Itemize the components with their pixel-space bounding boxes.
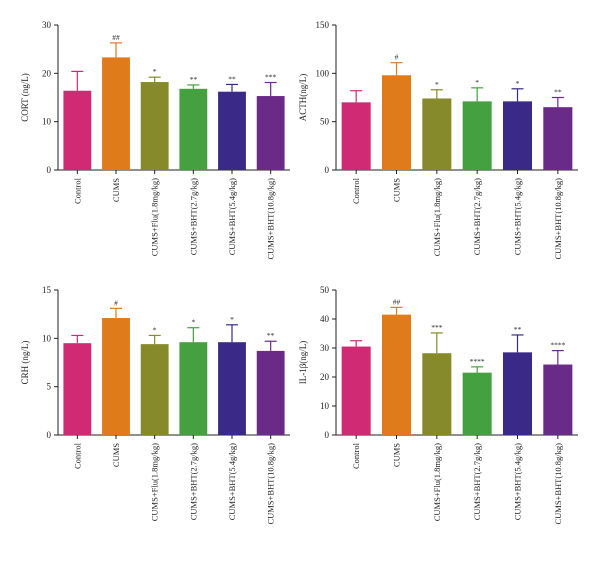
x-tick-label: CUMS <box>111 443 121 467</box>
bar <box>502 101 533 170</box>
x-tick-label: CUMS+BHT(5.4g/kg) <box>227 443 237 520</box>
y-axis-title: CORT (ng/L) <box>20 73 30 122</box>
bar <box>381 314 412 435</box>
y-tick-label: 100 <box>316 68 330 78</box>
y-tick-label: 0 <box>47 165 52 175</box>
bar <box>341 102 371 170</box>
y-tick-label: 30 <box>320 343 330 353</box>
x-tick-label: Control <box>72 442 82 469</box>
bar <box>102 57 130 171</box>
bar <box>179 342 208 435</box>
y-tick-label: 0 <box>47 430 52 440</box>
bar <box>422 98 452 170</box>
bar <box>256 350 285 435</box>
bar <box>63 343 92 435</box>
significance-label: **** <box>550 341 565 350</box>
significance-label: * <box>230 315 234 324</box>
y-tick-label: 0 <box>325 165 330 175</box>
y-tick-label: 20 <box>320 372 330 382</box>
y-tick-label: 30 <box>42 20 52 30</box>
significance-label: ** <box>267 331 275 340</box>
significance-label: ** <box>554 88 562 97</box>
chart-panel-2: 0 50 100 150 ACTH(ng/L) Control # CUMS * CUMS+Flu… <box>298 20 578 260</box>
x-tick-label: CUMS+BHT(5.4g/kg) <box>513 178 523 255</box>
x-tick-label: CUMS+BHT(2.7g/kg) <box>188 178 198 255</box>
bar <box>179 88 208 170</box>
significance-label: * <box>475 78 479 87</box>
significance-label: * <box>153 325 157 334</box>
chart-panel-3: 0 5 10 15 CRH (ng/L) Control # CUMS * CUMS+Flu(1.… <box>20 285 290 525</box>
y-axis-title: CRH (ng/L) <box>20 341 30 385</box>
bar <box>256 96 285 170</box>
x-tick-label: CUMS+Flu(1.8mg/kg) <box>150 443 160 521</box>
bar <box>218 342 246 435</box>
significance-label: # <box>114 298 118 307</box>
x-tick-label: CUMS+BHT(10.8g/kg) <box>553 443 563 525</box>
x-tick-label: CUMS+BHT(2.7g/kg) <box>472 178 482 255</box>
x-tick-label: CUMS+BHT(2.7g/kg) <box>188 443 198 520</box>
y-tick-label: 10 <box>320 401 330 411</box>
bar <box>63 90 92 170</box>
bar <box>140 344 169 435</box>
significance-label: # <box>395 53 399 62</box>
bar <box>341 346 371 435</box>
chart-panel-4: 0 10 20 30 40 50 IL-1β(ng/L) Control ## CUMS *** CU… <box>298 285 578 525</box>
bar <box>543 107 573 170</box>
x-tick-label: CUMS <box>111 178 121 202</box>
y-tick-label: 50 <box>320 285 330 295</box>
significance-label: * <box>435 80 439 89</box>
bar <box>543 364 573 435</box>
y-tick-label: 5 <box>47 382 52 392</box>
significance-label: *** <box>265 73 277 82</box>
bar <box>218 91 246 170</box>
significance-label: **** <box>470 357 485 366</box>
significance-label: * <box>153 67 157 76</box>
y-tick-label: 0 <box>325 430 330 440</box>
y-axis-title: IL-1β(ng/L) <box>298 341 308 385</box>
x-tick-label: CUMS <box>392 178 402 202</box>
x-tick-label: CUMS+BHT(10.8g/kg) <box>266 178 276 260</box>
significance-label: *** <box>431 323 443 332</box>
significance-label: ** <box>228 74 236 83</box>
x-tick-label: CUMS+BHT(5.4g/kg) <box>227 178 237 255</box>
x-tick-label: CUMS <box>392 443 402 467</box>
bar <box>102 318 130 435</box>
x-tick-label: CUMS+Flu(1.8mg/kg) <box>432 443 442 521</box>
y-tick-label: 10 <box>42 117 52 127</box>
y-tick-label: 50 <box>320 117 330 127</box>
bar <box>462 372 492 435</box>
significance-label: ** <box>514 325 522 334</box>
y-tick-label: 20 <box>42 68 52 78</box>
x-tick-label: Control <box>351 442 361 469</box>
significance-label: ## <box>393 297 401 306</box>
bar <box>462 101 492 170</box>
y-tick-label: 150 <box>316 20 330 30</box>
x-tick-label: CUMS+BHT(10.8g/kg) <box>266 443 276 525</box>
x-tick-label: Control <box>72 177 82 204</box>
chart-panel-1: 0 10 20 30 CORT (ng/L) Control ## CUMS * CUMS+Flu… <box>20 20 290 260</box>
x-tick-label: CUMS+BHT(2.7g/kg) <box>472 443 482 520</box>
x-tick-label: CUMS+Flu(1.8mg/kg) <box>432 178 442 256</box>
x-tick-label: Control <box>351 177 361 204</box>
y-tick-label: 15 <box>42 285 52 295</box>
x-tick-label: CUMS+BHT(5.4g/kg) <box>513 443 523 520</box>
y-tick-label: 10 <box>42 333 52 343</box>
y-axis-title: ACTH(ng/L) <box>298 74 308 122</box>
bar <box>140 82 169 170</box>
y-tick-label: 40 <box>320 314 330 324</box>
x-tick-label: CUMS+Flu(1.8mg/kg) <box>150 178 160 256</box>
significance-label: ** <box>190 75 198 84</box>
bar <box>381 75 412 170</box>
significance-label: * <box>191 318 195 327</box>
significance-label: ## <box>112 33 120 42</box>
significance-label: * <box>516 79 520 88</box>
x-tick-label: CUMS+BHT(10.8g/kg) <box>553 178 563 260</box>
bar <box>422 353 452 435</box>
bar <box>502 352 533 435</box>
